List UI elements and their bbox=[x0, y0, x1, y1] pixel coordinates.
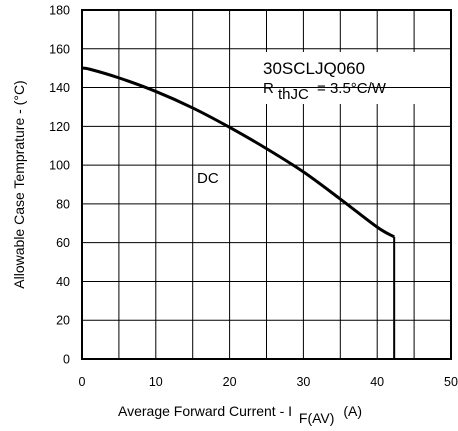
rth-value: = 3.5°C/W bbox=[317, 80, 387, 97]
y-tick-label: 0 bbox=[63, 353, 70, 367]
plot-frame bbox=[81, 9, 452, 360]
y-tick-label: 120 bbox=[49, 120, 70, 134]
y-axis-title: Allowable Case Temprature - (°C) bbox=[11, 80, 27, 288]
x-axis-title: Average Forward Current - I F(AV) (A) bbox=[118, 403, 362, 426]
x-tick-label: 0 bbox=[79, 375, 86, 389]
y-tick-label: 40 bbox=[56, 275, 70, 289]
y-tick-label: 80 bbox=[56, 197, 70, 211]
y-tick-label: 180 bbox=[49, 4, 70, 18]
x-axis-title-subscript: F(AV) bbox=[299, 410, 335, 426]
y-tick-label: 160 bbox=[49, 42, 70, 56]
x-tick-label: 40 bbox=[370, 375, 384, 389]
y-tick-label: 20 bbox=[56, 314, 70, 328]
series-layer bbox=[81, 66, 396, 359]
x-tick-labels: 0 10 20 30 40 50 bbox=[79, 375, 458, 389]
x-axis-title-unit: (A) bbox=[343, 403, 362, 419]
thermal-resistance-label: R thJC = 3.5°C/W bbox=[263, 80, 387, 103]
x-tick-label: 10 bbox=[149, 375, 163, 389]
y-tick-label: 100 bbox=[49, 159, 70, 173]
y-tick-label: 60 bbox=[56, 236, 70, 250]
part-number-label: 30SCLJQ060 bbox=[263, 59, 365, 78]
annotation-background bbox=[258, 52, 426, 104]
rth-subscript: thJC bbox=[278, 86, 309, 103]
series-label-background bbox=[195, 168, 225, 188]
y-tick-labels: 0 20 40 60 80 100 120 140 160 180 bbox=[49, 4, 70, 367]
x-tick-label: 20 bbox=[223, 375, 237, 389]
x-tick-label: 30 bbox=[296, 375, 310, 389]
y-tick-label: 140 bbox=[49, 81, 70, 95]
rth-symbol: R bbox=[263, 80, 274, 97]
series-label-dc: DC bbox=[197, 170, 219, 187]
x-tick-label: 50 bbox=[444, 375, 458, 389]
series-line-dc bbox=[81, 66, 395, 239]
x-axis-title-main: Average Forward Current - I bbox=[118, 403, 292, 419]
